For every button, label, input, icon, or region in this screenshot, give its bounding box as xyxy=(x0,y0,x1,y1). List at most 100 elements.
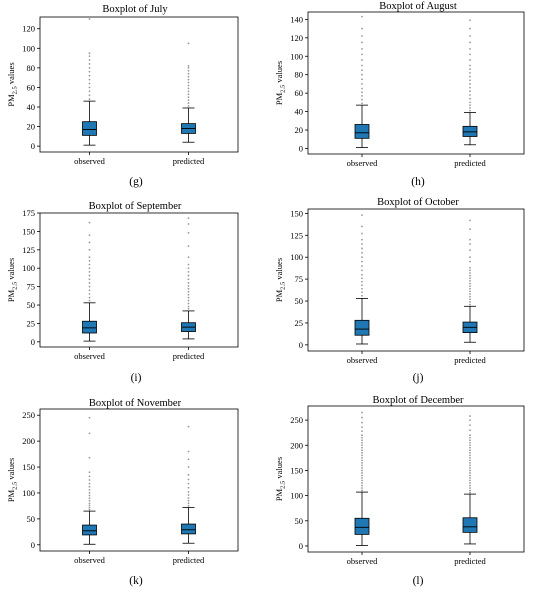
chart-title: Boxplot of December xyxy=(373,395,464,406)
outlier-point xyxy=(361,484,363,487)
outlier-point xyxy=(469,454,471,457)
x-tick-label: predicted xyxy=(454,556,486,566)
y-tick-label: 125 xyxy=(290,230,303,240)
box-predicted xyxy=(462,19,478,146)
outlier-point xyxy=(187,494,190,496)
outlier-point xyxy=(187,502,190,505)
outlier-point xyxy=(361,482,363,484)
outlier-point xyxy=(88,221,91,224)
outlier-point xyxy=(187,42,190,45)
y-tick-label: 20 xyxy=(27,122,36,132)
iqr-box xyxy=(354,517,370,535)
outlier-point xyxy=(361,446,363,449)
outlier-point xyxy=(361,87,363,90)
outlier-point xyxy=(88,234,91,236)
y-tick-label: 60 xyxy=(295,88,304,98)
chart-panel-6: Boxplot of December 0 50 100 150 200 250 PM2.5 … xyxy=(274,395,525,587)
outlier-point xyxy=(361,214,363,217)
panel-label: (l) xyxy=(413,575,424,587)
outlier-point xyxy=(187,99,190,102)
outlier-point xyxy=(469,303,471,306)
outlier-point xyxy=(88,506,91,509)
outlier-point xyxy=(469,434,471,437)
outlier-point xyxy=(469,461,471,464)
outlier-point xyxy=(361,439,363,442)
outlier-point xyxy=(361,472,363,474)
outlier-point xyxy=(469,219,471,222)
y-tick-label: 80 xyxy=(295,70,304,80)
outlier-point xyxy=(187,66,190,69)
outlier-point xyxy=(187,102,190,104)
chart-panel-1: Boxplot of July 0 20 40 60 80 100 120 PM2.5 valu… xyxy=(6,4,239,188)
outlier-point xyxy=(88,52,91,55)
outlier-point xyxy=(88,296,91,299)
outlier-point xyxy=(361,436,363,439)
y-tick-label: 60 xyxy=(27,82,36,92)
outlier-point xyxy=(361,35,363,37)
outlier-point xyxy=(469,68,471,71)
outlier-point xyxy=(469,79,471,82)
outlier-point xyxy=(469,482,471,484)
y-axis-label: PM2.5 values xyxy=(6,62,19,106)
y-axis-label: PM2.5 values xyxy=(6,258,19,302)
outlier-point xyxy=(361,451,363,454)
outlier-point xyxy=(187,223,190,225)
outlier-point xyxy=(187,81,190,84)
outlier-point xyxy=(361,98,363,101)
outlier-point xyxy=(187,499,190,502)
iqr-box xyxy=(82,320,97,334)
x-tick-label: predicted xyxy=(454,158,486,168)
outlier-point xyxy=(469,238,471,241)
outlier-point xyxy=(361,449,363,452)
y-tick-label: 50 xyxy=(27,514,36,524)
box-observed xyxy=(354,15,370,148)
outlier-point xyxy=(469,256,471,259)
outlier-point xyxy=(469,464,471,467)
outlier-point xyxy=(88,248,91,251)
outlier-point xyxy=(469,491,471,494)
outlier-point xyxy=(88,416,91,419)
box-observed xyxy=(82,18,97,146)
outlier-point xyxy=(469,419,471,421)
outlier-point xyxy=(469,293,471,295)
outlier-point xyxy=(88,98,91,101)
chart-title: Boxplot of September xyxy=(89,201,182,212)
outlier-point xyxy=(361,102,363,105)
outlier-point xyxy=(88,271,91,273)
outlier-point xyxy=(88,274,91,277)
iqr-box xyxy=(354,319,370,336)
box-predicted xyxy=(181,217,196,340)
outlier-point xyxy=(187,491,190,493)
outlier-point xyxy=(187,290,190,293)
outlier-point xyxy=(361,53,363,56)
outlier-point xyxy=(88,263,91,266)
outlier-point xyxy=(88,471,91,474)
y-axis-label: PM2.5 values xyxy=(6,458,19,502)
outlier-point xyxy=(469,71,471,74)
outlier-point xyxy=(469,41,471,44)
outlier-point xyxy=(469,94,471,96)
iqr-box xyxy=(82,121,97,136)
y-axis-label: PM2.5 values xyxy=(274,61,287,105)
outlier-point xyxy=(187,96,190,99)
outlier-point xyxy=(361,95,363,97)
outlier-point xyxy=(88,456,91,459)
outlier-point xyxy=(469,459,471,462)
outlier-point xyxy=(469,260,471,263)
outlier-point xyxy=(88,59,91,61)
outlier-point xyxy=(361,27,363,30)
iqr-box xyxy=(354,124,370,139)
outlier-point xyxy=(88,508,91,511)
outlier-point xyxy=(187,84,190,87)
outlier-point xyxy=(361,461,363,464)
y-tick-label: 140 xyxy=(290,14,303,24)
outlier-point xyxy=(469,53,471,56)
outlier-point xyxy=(361,269,363,272)
outlier-point xyxy=(361,41,363,44)
chart-panel-2: Boxplot of August 0 20 40 60 80 100 120 140 PM2.5… xyxy=(274,1,525,188)
plot-frame xyxy=(307,11,525,155)
y-tick-label: 200 xyxy=(290,440,303,450)
y-tick-label: 150 xyxy=(22,462,35,472)
outlier-point xyxy=(187,497,190,500)
